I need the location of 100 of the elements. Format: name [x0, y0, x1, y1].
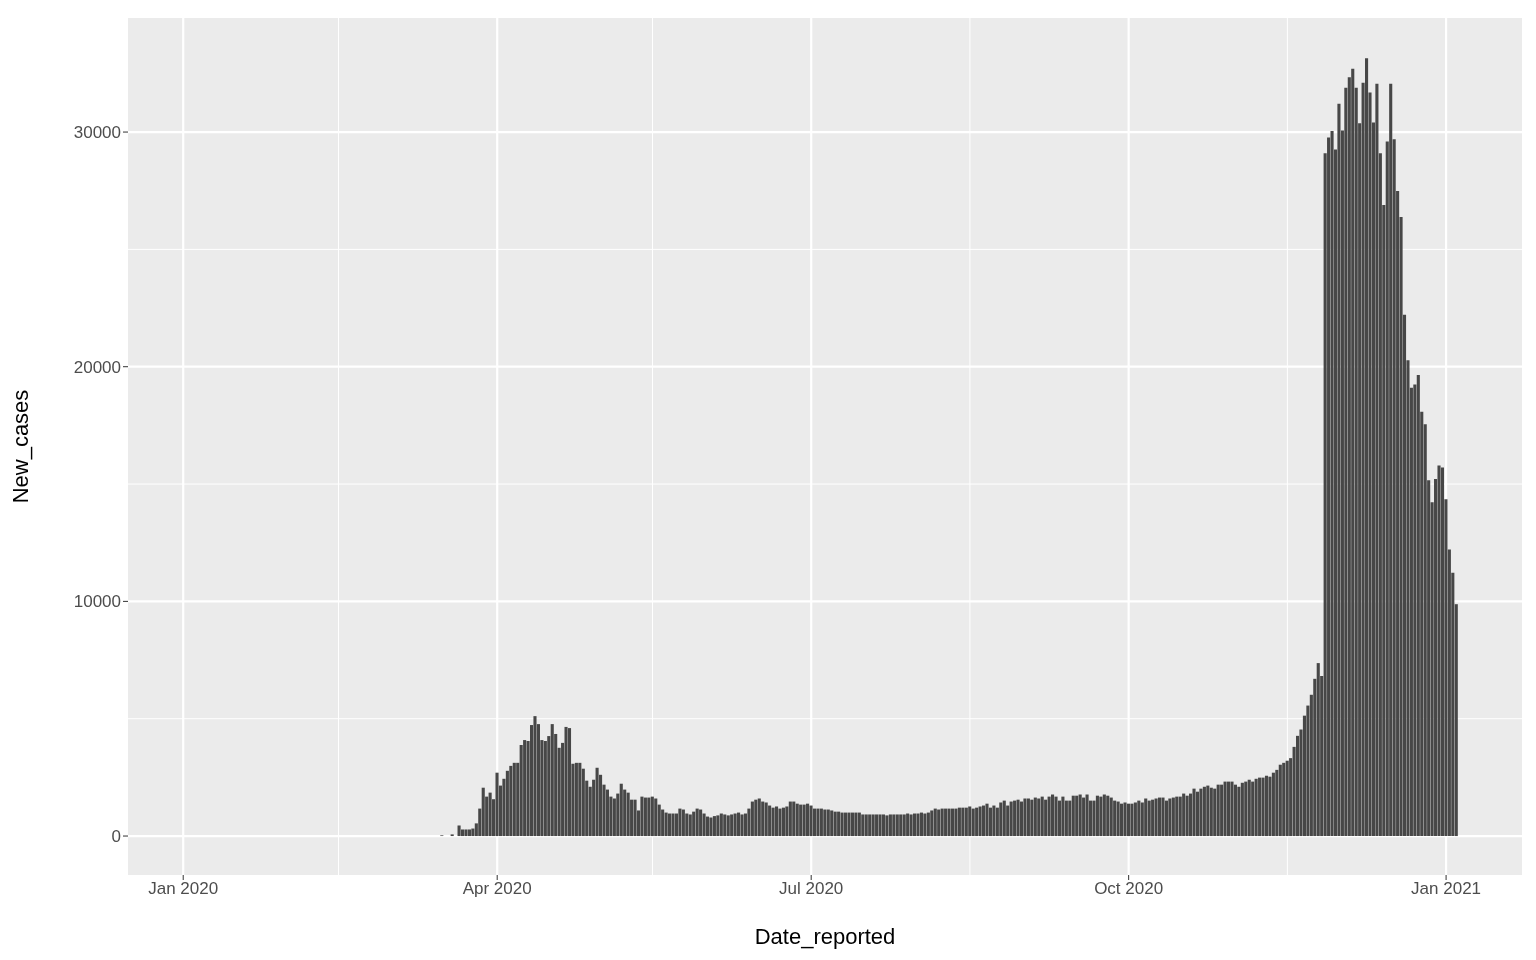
- bar: [1061, 796, 1065, 837]
- bar: [612, 798, 616, 837]
- bar: [881, 814, 886, 837]
- bar: [1023, 798, 1027, 837]
- bar: [906, 813, 910, 837]
- y-tick-label: 30000: [73, 123, 121, 143]
- bar: [567, 728, 572, 837]
- bar: [937, 809, 941, 837]
- bar: [1264, 775, 1269, 837]
- bar: [505, 770, 509, 837]
- bar: [740, 814, 744, 837]
- bar: [1282, 762, 1286, 837]
- bar: [574, 762, 578, 837]
- bar: [754, 799, 758, 837]
- bar: [919, 812, 923, 837]
- bar: [871, 814, 875, 837]
- bar: [730, 814, 734, 837]
- bar: [988, 807, 992, 837]
- bar: [1151, 799, 1155, 837]
- bar: [654, 798, 658, 837]
- bar: [833, 811, 837, 837]
- bar: [809, 805, 813, 837]
- bar: [1216, 784, 1220, 837]
- bar: [1365, 58, 1369, 837]
- bar: [781, 807, 785, 837]
- bar: [940, 808, 944, 837]
- x-tick-label: Jul 2020: [779, 879, 844, 899]
- bar: [823, 809, 827, 837]
- bar: [1037, 798, 1041, 837]
- bar: [864, 814, 868, 837]
- bar: [512, 762, 516, 837]
- bar: [1164, 800, 1168, 837]
- bar: [619, 783, 623, 837]
- bar: [992, 805, 996, 837]
- bar: [1113, 800, 1117, 837]
- bar: [895, 814, 899, 837]
- bar: [999, 802, 1003, 837]
- bar: [633, 799, 637, 837]
- bar: [719, 813, 723, 837]
- x-tick-label: Jan 2021: [1411, 879, 1482, 899]
- bar: [1047, 796, 1051, 837]
- bar: [816, 808, 820, 837]
- bar: [1133, 802, 1137, 837]
- bar: [1275, 769, 1279, 837]
- bar: [1126, 803, 1131, 837]
- bar: [978, 806, 982, 837]
- bar: [1254, 778, 1258, 837]
- bar: [688, 814, 692, 837]
- bar: [854, 812, 858, 837]
- bar: [533, 716, 537, 837]
- bar: [595, 767, 599, 837]
- bar: [1171, 797, 1175, 837]
- bar: [1030, 799, 1034, 837]
- bar: [1140, 802, 1144, 837]
- bar: [764, 802, 768, 837]
- bar: [1416, 374, 1420, 837]
- bar: [802, 804, 806, 837]
- bar: [1233, 784, 1237, 837]
- bar: [1240, 782, 1244, 837]
- bar: [757, 798, 761, 837]
- bar: [1033, 797, 1037, 837]
- bar: [678, 808, 682, 837]
- bar: [830, 810, 834, 837]
- bar: [737, 812, 741, 837]
- bar: [509, 765, 513, 837]
- bar: [1258, 777, 1262, 837]
- y-axis-title: New_cases: [7, 389, 33, 504]
- bar: [1285, 760, 1289, 837]
- bar: [961, 807, 965, 837]
- bar: [768, 805, 772, 837]
- bar: [1064, 800, 1068, 837]
- bar: [968, 806, 972, 837]
- bar: [795, 803, 799, 837]
- bar: [1040, 796, 1044, 837]
- bar: [1068, 800, 1072, 837]
- bar: [1006, 805, 1010, 837]
- bar: [1220, 784, 1224, 837]
- bar: [1071, 795, 1075, 837]
- bar: [733, 813, 737, 837]
- bar: [1154, 798, 1158, 837]
- bar: [643, 797, 647, 837]
- bar: [1195, 791, 1200, 837]
- bar: [878, 814, 882, 837]
- bar: [1192, 788, 1196, 837]
- y-tick-label: 0: [111, 827, 121, 847]
- bar: [550, 724, 554, 837]
- bar: [1185, 795, 1189, 837]
- bar: [909, 814, 913, 837]
- bar: [1051, 794, 1055, 837]
- bar: [1278, 764, 1282, 837]
- bar: [699, 809, 703, 837]
- bar: [944, 808, 948, 837]
- bar: [1092, 800, 1096, 837]
- bar: [888, 814, 892, 837]
- bar: [661, 809, 665, 837]
- bar: [761, 801, 765, 837]
- bar: [1016, 799, 1020, 837]
- x-tick-label: Oct 2020: [1094, 879, 1164, 899]
- bar: [723, 814, 727, 837]
- bar: [1026, 798, 1030, 837]
